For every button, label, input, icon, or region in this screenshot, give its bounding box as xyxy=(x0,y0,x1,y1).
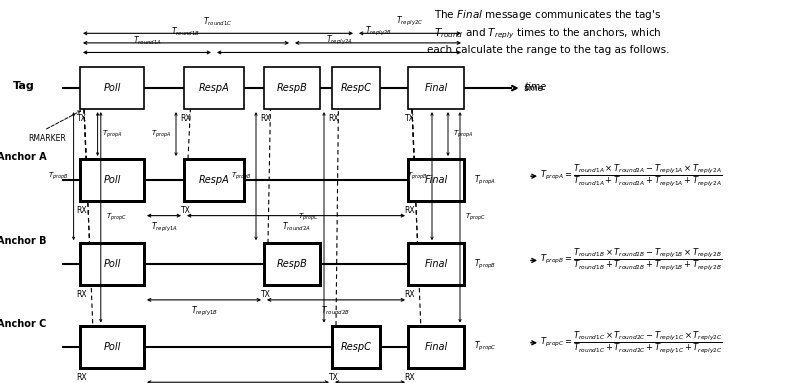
Bar xyxy=(80,67,144,109)
Text: RX: RX xyxy=(328,114,339,123)
Text: $T_{propA}=$$\dfrac{T_{round1A}\times T_{round2A}-T_{reply1A}\times T_{reply2A}}: $T_{propA}=$$\dfrac{T_{round1A}\times T_… xyxy=(540,163,722,188)
Bar xyxy=(184,159,244,201)
Text: $T_{propA}$: $T_{propA}$ xyxy=(453,128,474,140)
Bar xyxy=(80,243,144,285)
Text: RespA: RespA xyxy=(198,83,230,93)
Text: TX: TX xyxy=(181,206,190,215)
Text: $T_{round1C}$: $T_{round1C}$ xyxy=(203,16,233,28)
Text: $T_{propB}$: $T_{propB}$ xyxy=(230,170,251,182)
Text: TX: TX xyxy=(261,290,270,299)
Text: TX: TX xyxy=(329,373,338,381)
Text: RX: RX xyxy=(260,114,271,123)
Text: Final: Final xyxy=(424,342,448,352)
Text: RespC: RespC xyxy=(341,342,371,352)
Text: $T_{propC}$: $T_{propC}$ xyxy=(465,211,486,223)
Text: time: time xyxy=(524,82,546,92)
Bar xyxy=(332,67,380,109)
Text: Final: Final xyxy=(424,175,448,185)
Text: RX: RX xyxy=(76,206,87,215)
Text: $T_{propC}$: $T_{propC}$ xyxy=(106,211,126,223)
Text: $T_{propC}$: $T_{propC}$ xyxy=(298,211,319,223)
Text: $T_{round1A}$: $T_{round1A}$ xyxy=(133,35,162,47)
Text: RX: RX xyxy=(76,373,87,381)
Text: $T_{round2A}$: $T_{round2A}$ xyxy=(282,221,310,233)
Bar xyxy=(408,326,464,368)
Text: Anchor A: Anchor A xyxy=(0,152,46,162)
Text: $T_{propA}$: $T_{propA}$ xyxy=(150,128,171,140)
Text: RX: RX xyxy=(404,373,415,381)
Text: $T_{propC}$: $T_{propC}$ xyxy=(474,340,496,353)
Bar xyxy=(332,326,380,368)
Text: RX: RX xyxy=(76,290,87,299)
Text: Final: Final xyxy=(424,83,448,93)
Text: $T_{round1B}$: $T_{round1B}$ xyxy=(171,25,201,38)
Text: $T_{reply2C}$: $T_{reply2C}$ xyxy=(396,15,424,28)
Bar xyxy=(80,326,144,368)
Text: Tag: Tag xyxy=(13,81,35,91)
Bar xyxy=(80,159,144,201)
Text: $T_{propA}$: $T_{propA}$ xyxy=(474,173,496,187)
Text: RX: RX xyxy=(180,114,191,123)
Text: $T_{reply1B}$: $T_{reply1B}$ xyxy=(190,305,218,318)
Text: TX: TX xyxy=(405,114,414,123)
Bar xyxy=(264,67,320,109)
Text: Poll: Poll xyxy=(103,342,121,352)
Text: RespB: RespB xyxy=(277,83,307,93)
Text: $T_{round2B}$: $T_{round2B}$ xyxy=(322,305,350,318)
Text: RX: RX xyxy=(404,290,415,299)
Text: RespB: RespB xyxy=(277,259,307,269)
Text: RMARKER: RMARKER xyxy=(28,134,66,143)
Text: time: time xyxy=(523,83,543,93)
Text: $T_{propB}$: $T_{propB}$ xyxy=(48,170,69,182)
Bar xyxy=(264,243,320,285)
Text: RespC: RespC xyxy=(341,83,371,93)
Text: Poll: Poll xyxy=(103,175,121,185)
Text: $T_{propB}$: $T_{propB}$ xyxy=(406,170,427,182)
Text: $T_{propA}$: $T_{propA}$ xyxy=(102,128,123,140)
Text: Anchor B: Anchor B xyxy=(0,236,46,246)
Text: RX: RX xyxy=(404,206,415,215)
Text: $T_{reply2B}$: $T_{reply2B}$ xyxy=(365,25,391,38)
Bar xyxy=(184,67,244,109)
Text: $T_{propB}$: $T_{propB}$ xyxy=(474,258,496,271)
Text: TX: TX xyxy=(77,114,86,123)
Text: $T_{reply1A}$: $T_{reply1A}$ xyxy=(150,221,178,234)
Text: $T_{propB}=$$\dfrac{T_{round1B}\times T_{round2B}-T_{reply1B}\times T_{reply2B}}: $T_{propB}=$$\dfrac{T_{round1B}\times T_… xyxy=(540,247,722,272)
Bar xyxy=(408,67,464,109)
Text: Poll: Poll xyxy=(103,83,121,93)
Text: Final: Final xyxy=(424,259,448,269)
Text: Poll: Poll xyxy=(103,259,121,269)
Text: The $\mathit{Final}$ message communicates the tag's
$T_{\mathit{round}}$ and $T_: The $\mathit{Final}$ message communicate… xyxy=(426,8,670,55)
Text: RespA: RespA xyxy=(198,175,230,185)
Text: Anchor C: Anchor C xyxy=(0,319,46,329)
Bar xyxy=(408,243,464,285)
Bar xyxy=(408,159,464,201)
Text: $T_{reply2A}$: $T_{reply2A}$ xyxy=(326,34,353,47)
Text: $T_{propC}=$$\dfrac{T_{round1C}\times T_{round2C}-T_{reply1C}\times T_{reply2C}}: $T_{propC}=$$\dfrac{T_{round1C}\times T_… xyxy=(540,329,722,355)
